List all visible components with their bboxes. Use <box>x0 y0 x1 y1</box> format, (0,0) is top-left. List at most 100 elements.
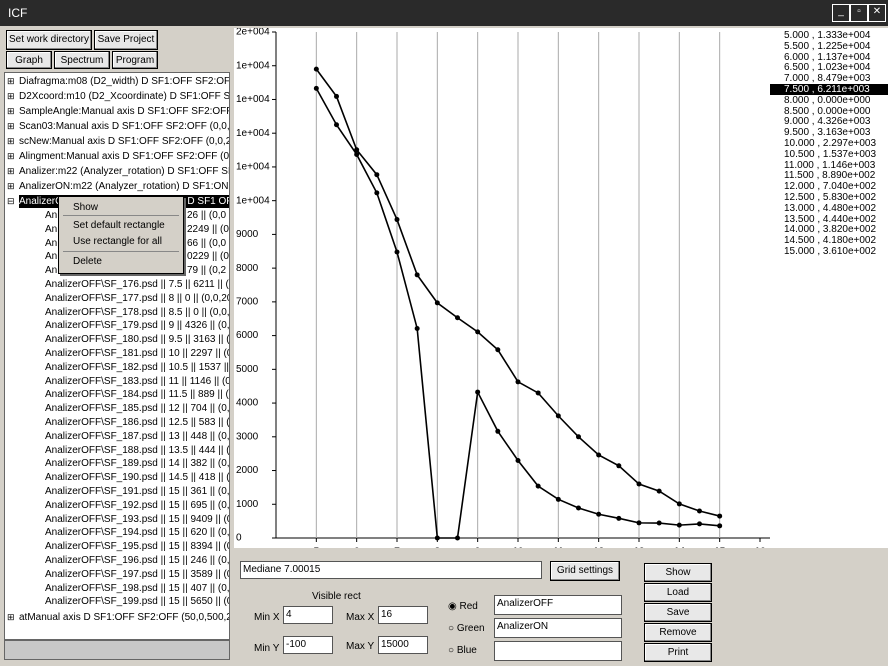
tree-child[interactable]: AnalizerOFF\SF_188.psd || 13.5 || 444 ||… <box>45 444 230 456</box>
tree-child[interactable]: AnalizerOFF\SF_191.psd || 15 || 361 || (… <box>45 486 230 497</box>
action-button[interactable]: Print <box>644 643 712 662</box>
action-button[interactable]: Show Mediane <box>644 563 712 596</box>
expander[interactable]: ⊞ <box>7 151 15 161</box>
expander[interactable]: ⊞ <box>7 181 15 191</box>
tree-item[interactable]: scNew:Manual axis D SF1:OFF SF2:OFF (0,0… <box>19 136 230 147</box>
list-item[interactable]: 8.500 , 0.000e+000 <box>784 105 871 117</box>
expander[interactable]: ⊞ <box>7 91 15 101</box>
expander[interactable]: ⊞ <box>7 166 15 176</box>
menu-item[interactable]: Show <box>73 202 99 213</box>
max-y-input[interactable]: 15000 <box>378 636 428 654</box>
list-item[interactable]: 5.000 , 1.333e+004 <box>784 30 871 41</box>
list-item[interactable]: 5.500 , 1.225e+004 <box>784 40 871 52</box>
close-button[interactable]: ✕ <box>868 4 886 22</box>
tree-child[interactable]: An <box>45 210 58 221</box>
list-item[interactable]: 15.000 , 3.610e+002 <box>784 246 877 257</box>
grid-settings-button[interactable]: Grid settings <box>550 561 620 581</box>
tree-item[interactable]: Analizer:m22 (Analyzer_rotation) D SF1:O… <box>19 166 230 177</box>
expander[interactable]: ⊞ <box>7 136 15 146</box>
x-tick-label: 13 <box>633 547 645 548</box>
menu-item[interactable]: Use rectangle for all <box>73 236 162 247</box>
list-item[interactable]: 11.000 , 1.146e+003 <box>784 159 876 171</box>
action-button[interactable]: Load <box>644 583 712 602</box>
tree-item[interactable]: Alingment:Manual axis D SF1:OFF SF2:OFF … <box>19 151 230 162</box>
toolbar-button[interactable]: Spectrum <box>54 51 110 69</box>
toolbar-button[interactable]: Set work directory <box>6 30 92 50</box>
list-item[interactable]: 14.500 , 4.180e+002 <box>784 235 877 247</box>
toolbar-button[interactable]: Graph <box>6 51 52 69</box>
list-item[interactable]: 13.000 , 4.480e+002 <box>784 202 877 214</box>
tree-child[interactable]: AnalizerOFF\SF_177.psd || 8 || 0 || (0,0… <box>45 292 230 304</box>
list-item[interactable]: 14.000 , 3.820e+002 <box>784 224 877 236</box>
tree-child[interactable]: AnalizerOFF\SF_183.psd || 11 || 1146 || … <box>45 375 230 387</box>
list-item[interactable]: 8.000 , 0.000e+000 <box>784 94 871 106</box>
list-item-selected[interactable]: 7.500 , 6.211e+003 <box>770 84 888 95</box>
tree-child[interactable]: AnalizerOFF\SF_195.psd || 15 || 8394 || … <box>45 541 230 553</box>
tree-item[interactable]: AnalizerON:m22 (Analyzer_rotation) D SF1… <box>19 181 230 192</box>
tree-child[interactable]: AnalizerOFF\SF_178.psd || 8.5 || 0 || (0… <box>45 306 230 318</box>
list-item[interactable]: 11.500 , 8.890e+002 <box>784 170 876 182</box>
series-name-input[interactable]: AnalizerON <box>494 618 622 638</box>
tree-child[interactable]: AnalizerOFF\SF_187.psd || 13 || 448 || (… <box>45 430 230 442</box>
toolbar-button[interactable]: Save Project <box>94 30 158 50</box>
tree-child[interactable]: AnalizerOFF\SF_185.psd || 12 || 704 || (… <box>45 403 230 415</box>
tree-child[interactable]: AnalizerOFF\SF_192.psd || 15 || 695 || (… <box>45 499 230 511</box>
tree-child[interactable]: AnalizerOFF\SF_181.psd || 10 || 2297 || … <box>45 348 230 359</box>
list-item[interactable]: 12.000 , 7.040e+002 <box>784 181 877 193</box>
list-item[interactable]: 10.000 , 2.297e+003 <box>784 138 877 149</box>
tree-child[interactable]: AnalizerOFF\SF_189.psd || 14 || 382 || (… <box>45 458 230 470</box>
tree-child[interactable]: AnalizerOFF\SF_179.psd || 9 || 4326 || (… <box>45 320 230 332</box>
data-point <box>636 520 642 526</box>
list-item[interactable]: 10.500 , 1.537e+003 <box>784 148 877 160</box>
tree-child[interactable]: AnalizerOFF\SF_186.psd || 12.5 || 583 ||… <box>45 417 230 428</box>
tree-child[interactable]: AnalizerOFF\SF_199.psd || 15 || 5650 || … <box>45 596 230 608</box>
tree-item[interactable]: Scan03:Manual axis D SF1:OFF SF2:OFF (0,… <box>19 121 230 132</box>
expander[interactable]: ⊞ <box>7 121 15 131</box>
tree-child[interactable]: AnalizerOFF\SF_194.psd || 15 || 620 || (… <box>45 527 230 539</box>
list-item[interactable]: 6.500 , 1.023e+004 <box>784 62 871 74</box>
tree-child[interactable]: AnalizerOFF\SF_176.psd || 7.5 || 6211 ||… <box>45 279 230 290</box>
min-y-input[interactable]: -100 <box>283 636 333 654</box>
series-name-input[interactable]: AnalizerOFF <box>494 595 622 615</box>
tree-child[interactable]: AnalizerOFF\SF_196.psd || 15 || 246 || (… <box>45 555 230 566</box>
menu-item[interactable]: Delete <box>73 256 102 267</box>
radio[interactable]: ◉ Red <box>448 601 478 612</box>
action-button[interactable]: Remove <box>644 623 712 642</box>
horizontal-scrollbar[interactable] <box>4 640 230 660</box>
list-item[interactable]: 13.500 , 4.440e+002 <box>784 213 877 225</box>
min-x-input[interactable]: 4 <box>283 606 333 624</box>
tree-child[interactable]: An <box>45 237 58 249</box>
list-item[interactable]: 9.000 , 4.326e+003 <box>784 116 871 128</box>
tree-child[interactable]: AnalizerOFF\SF_193.psd || 15 || 9409 || … <box>45 513 230 525</box>
tree-child[interactable]: An <box>45 223 58 235</box>
expander[interactable]: ⊞ <box>7 612 15 623</box>
tree-child[interactable]: An <box>45 251 58 263</box>
radio[interactable]: ○ Green <box>448 623 485 634</box>
tree-item[interactable]: atManual axis D SF1:OFF SF2:OFF (50,0,50… <box>19 612 230 624</box>
minimize-button[interactable]: _ <box>832 4 850 22</box>
radio[interactable]: ○ Blue <box>448 645 477 656</box>
list-item[interactable]: 12.500 , 5.830e+002 <box>784 192 877 203</box>
tree-child[interactable]: AnalizerOFF\SF_182.psd || 10.5 || 1537 |… <box>45 361 230 373</box>
list-item[interactable]: 9.500 , 3.163e+003 <box>784 127 871 139</box>
expander[interactable]: ⊞ <box>7 106 15 116</box>
list-item[interactable]: 7.000 , 8.479e+003 <box>784 73 871 85</box>
tree-item[interactable]: SampleAngle:Manual axis D SF1:OFF SF2:OF… <box>19 106 230 117</box>
expander[interactable]: ⊞ <box>7 76 15 86</box>
tree-item[interactable]: D2Xcoord:m10 (D2_Xcoordinate) D SF1:OFF … <box>19 91 230 102</box>
series-name-input[interactable] <box>494 641 622 661</box>
list-item[interactable]: 6.000 , 1.137e+004 <box>784 51 871 63</box>
toolbar-button[interactable]: Program <box>112 51 158 69</box>
action-button[interactable]: Save <box>644 603 712 622</box>
restore-button[interactable]: ▫ <box>850 4 868 22</box>
tree-child[interactable]: AnalizerOFF\SF_197.psd || 15 || 3589 || … <box>45 568 230 580</box>
tree-child[interactable]: AnalizerOFF\SF_190.psd || 14.5 || 418 ||… <box>45 472 230 484</box>
tree-item[interactable]: Diafragma:m08 (D2_width) D SF1:OFF SF2:O… <box>19 76 230 87</box>
menu-item[interactable]: Set default rectangle <box>73 220 165 231</box>
expander[interactable]: ⊟ <box>7 196 15 206</box>
tree-child[interactable]: An <box>45 265 58 277</box>
tree-child[interactable]: AnalizerOFF\SF_180.psd || 9.5 || 3163 ||… <box>45 334 230 346</box>
tree-child[interactable]: AnalizerOFF\SF_198.psd || 15 || 407 || (… <box>45 582 230 594</box>
tree-child[interactable]: AnalizerOFF\SF_184.psd || 11.5 || 889 ||… <box>45 389 230 401</box>
max-x-input[interactable]: 16 <box>378 606 428 624</box>
